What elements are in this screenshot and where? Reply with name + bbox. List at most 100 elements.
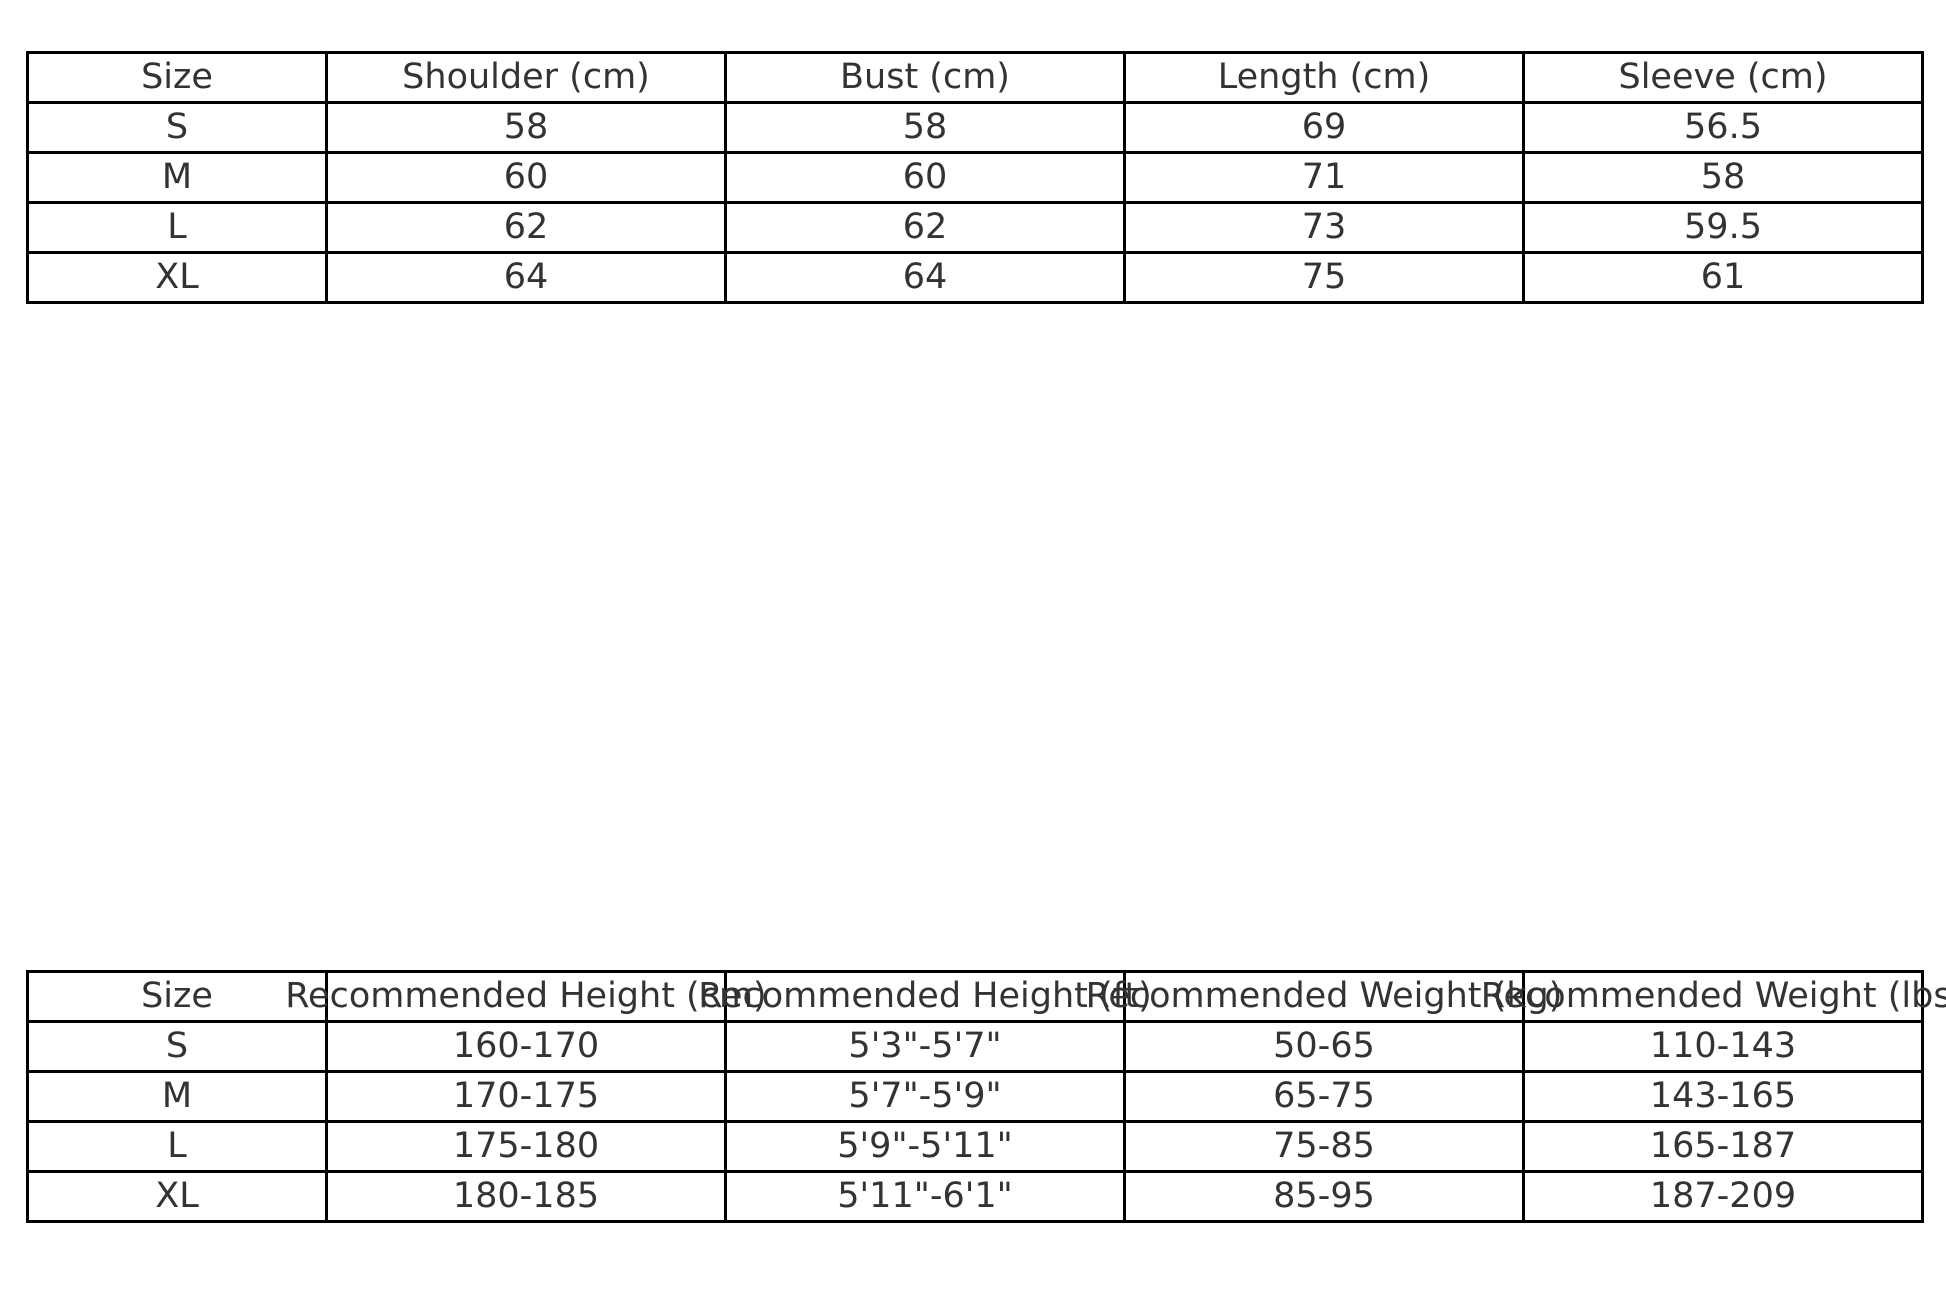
cell-text: 175-180 xyxy=(452,1126,600,1166)
table-row: XL 180-185 5'11"-6'1" 85-95 187-209 xyxy=(26,1170,1924,1223)
table-cell: 143-165 xyxy=(1522,1070,1924,1123)
cell-text: 85-95 xyxy=(1273,1176,1375,1216)
table-row: S 58 58 69 56.5 xyxy=(26,101,1924,154)
cell-text: S xyxy=(165,1026,189,1066)
column-header: Bust (cm) xyxy=(724,51,1126,104)
table-cell: 64 xyxy=(325,251,727,304)
cell-text: Bust (cm) xyxy=(840,57,1010,97)
table-cell: 165-187 xyxy=(1522,1120,1924,1173)
measurements-table: Size Shoulder (cm) Bust (cm) Length (cm) Sle… xyxy=(26,51,1924,304)
column-header: Size xyxy=(26,51,328,104)
cell-text: 180-185 xyxy=(452,1176,600,1216)
table-row: L 175-180 5'9"-5'11" 75-85 165-187 xyxy=(26,1120,1924,1173)
cell-text: 59.5 xyxy=(1684,207,1762,247)
cell-text: 65-75 xyxy=(1273,1076,1375,1116)
table-cell: 58 xyxy=(325,101,727,154)
column-header: Recommended Weight (lbs) xyxy=(1481,970,1946,1023)
cell-text: 64 xyxy=(902,257,948,297)
cell-text: 58 xyxy=(902,107,948,147)
cell-text: 5'7"-5'9" xyxy=(848,1076,1002,1116)
table-cell: 85-95 xyxy=(1123,1170,1525,1223)
size-recommendation-table: Size Recommended Height (cm) Recommended H… xyxy=(26,970,1946,1223)
table-cell: 60 xyxy=(724,151,1126,204)
cell-text: 61 xyxy=(1700,257,1746,297)
cell-text: 69 xyxy=(1301,107,1347,147)
cell-text: 62 xyxy=(902,207,948,247)
cell-text: Length (cm) xyxy=(1217,57,1431,97)
table-row: M 60 60 71 58 xyxy=(26,151,1924,204)
column-header: Recommended Height (ft) xyxy=(698,970,1152,1023)
table-cell: 62 xyxy=(325,201,727,254)
cell-text: 60 xyxy=(902,157,948,197)
table-cell: XL xyxy=(26,251,328,304)
column-header: Recommended Weight (kg) xyxy=(1086,970,1562,1023)
table-cell: 5'3"-5'7" xyxy=(724,1020,1126,1073)
cell-text: 75-85 xyxy=(1273,1126,1375,1166)
cell-text: M xyxy=(161,1076,193,1116)
cell-text: 58 xyxy=(503,107,549,147)
table-cell: 73 xyxy=(1123,201,1525,254)
cell-text: 75 xyxy=(1301,257,1347,297)
column-header: Shoulder (cm) xyxy=(325,51,727,104)
cell-text: 5'9"-5'11" xyxy=(837,1126,1013,1166)
cell-text: 5'3"-5'7" xyxy=(848,1026,1002,1066)
table-cell: 75-85 xyxy=(1123,1120,1525,1173)
cell-text: XL xyxy=(155,257,199,297)
table-cell: 58 xyxy=(724,101,1126,154)
cell-text: L xyxy=(167,1126,187,1166)
cell-text: 58 xyxy=(1700,157,1746,197)
cell-text: Recommended Weight (kg) xyxy=(1085,976,1563,1016)
table-cell: XL xyxy=(26,1170,328,1223)
cell-text: Size xyxy=(141,976,213,1016)
cell-text: Sleeve (cm) xyxy=(1618,57,1828,97)
cell-text: 143-165 xyxy=(1649,1076,1797,1116)
table-cell: 160-170 xyxy=(325,1020,727,1073)
table-cell: 56.5 xyxy=(1522,101,1924,154)
cell-text: Size xyxy=(141,57,213,97)
cell-text: Recommended Height (ft) xyxy=(698,976,1152,1016)
cell-text: L xyxy=(167,207,187,247)
cell-text: 73 xyxy=(1301,207,1347,247)
table-row: L 62 62 73 59.5 xyxy=(26,201,1924,254)
table-cell: S xyxy=(26,101,328,154)
cell-text: Recommended Weight (lbs) xyxy=(1480,976,1946,1016)
table-cell: 69 xyxy=(1123,101,1525,154)
cell-text: 170-175 xyxy=(452,1076,600,1116)
column-header: Length (cm) xyxy=(1123,51,1525,104)
table-cell: 58 xyxy=(1522,151,1924,204)
table-cell: 65-75 xyxy=(1123,1070,1525,1123)
cell-text: XL xyxy=(155,1176,199,1216)
column-header: Size xyxy=(26,970,328,1023)
cell-text: Shoulder (cm) xyxy=(402,57,650,97)
header-row: Size Shoulder (cm) Bust (cm) Length (cm) Sle… xyxy=(26,51,1924,104)
table-row: M 170-175 5'7"-5'9" 65-75 143-165 xyxy=(26,1070,1924,1123)
table-cell: 5'7"-5'9" xyxy=(724,1070,1126,1123)
cell-text: 187-209 xyxy=(1649,1176,1797,1216)
column-header: Sleeve (cm) xyxy=(1522,51,1924,104)
table-cell: 62 xyxy=(724,201,1126,254)
table-cell: 64 xyxy=(724,251,1126,304)
table-cell: 60 xyxy=(325,151,727,204)
cell-text: 64 xyxy=(503,257,549,297)
cell-text: 71 xyxy=(1301,157,1347,197)
cell-text: 110-143 xyxy=(1649,1026,1797,1066)
table-cell: 175-180 xyxy=(325,1120,727,1173)
table-cell: L xyxy=(26,201,328,254)
cell-text: 62 xyxy=(503,207,549,247)
table-cell: 110-143 xyxy=(1522,1020,1924,1073)
cell-text: 160-170 xyxy=(452,1026,600,1066)
table-cell: M xyxy=(26,1070,328,1123)
column-header: Recommended Height (cm) xyxy=(285,970,767,1023)
table-cell: M xyxy=(26,151,328,204)
cell-text: 60 xyxy=(503,157,549,197)
cell-text: 165-187 xyxy=(1649,1126,1797,1166)
table-cell: S xyxy=(26,1020,328,1073)
header-row: Size Recommended Height (cm) Recommended H… xyxy=(26,970,1946,1023)
table-cell: 50-65 xyxy=(1123,1020,1525,1073)
table-cell: 59.5 xyxy=(1522,201,1924,254)
cell-text: 50-65 xyxy=(1273,1026,1375,1066)
table-cell: 187-209 xyxy=(1522,1170,1924,1223)
cell-text: M xyxy=(161,157,193,197)
table-cell: 75 xyxy=(1123,251,1525,304)
cell-text: 5'11"-6'1" xyxy=(837,1176,1013,1216)
